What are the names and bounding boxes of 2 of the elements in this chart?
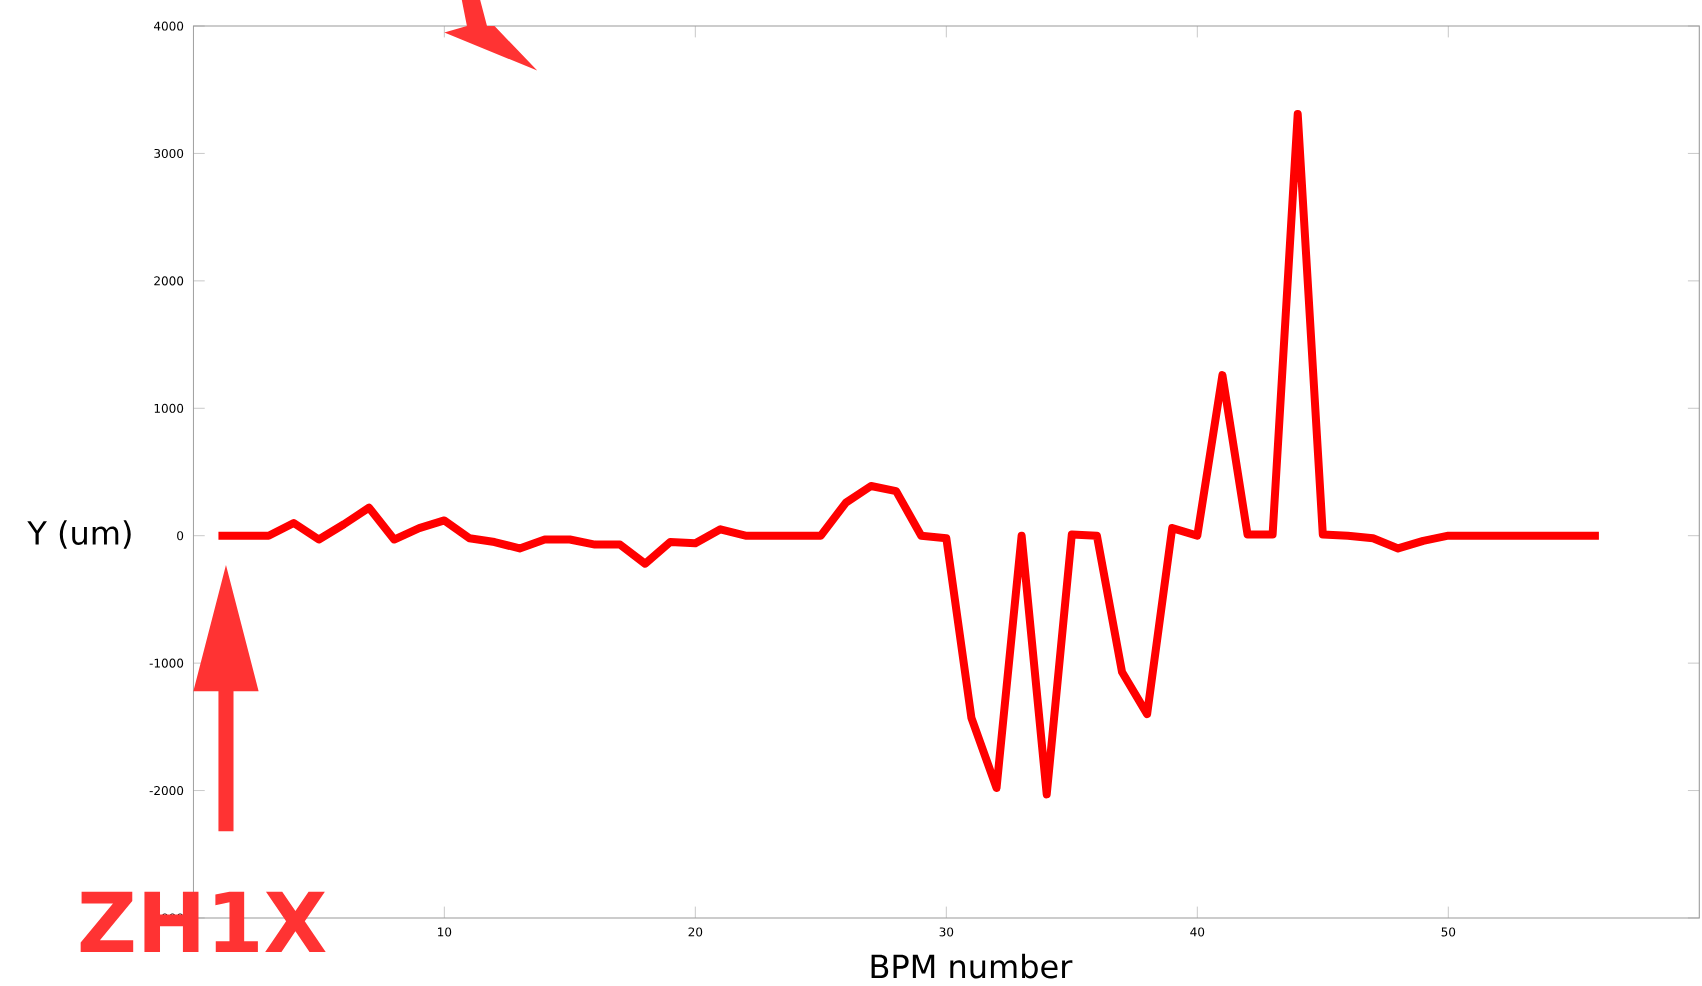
- x-axis-title: BPM number: [871, 953, 1073, 979]
- y-axis-title: Y (um): [27, 520, 131, 549]
